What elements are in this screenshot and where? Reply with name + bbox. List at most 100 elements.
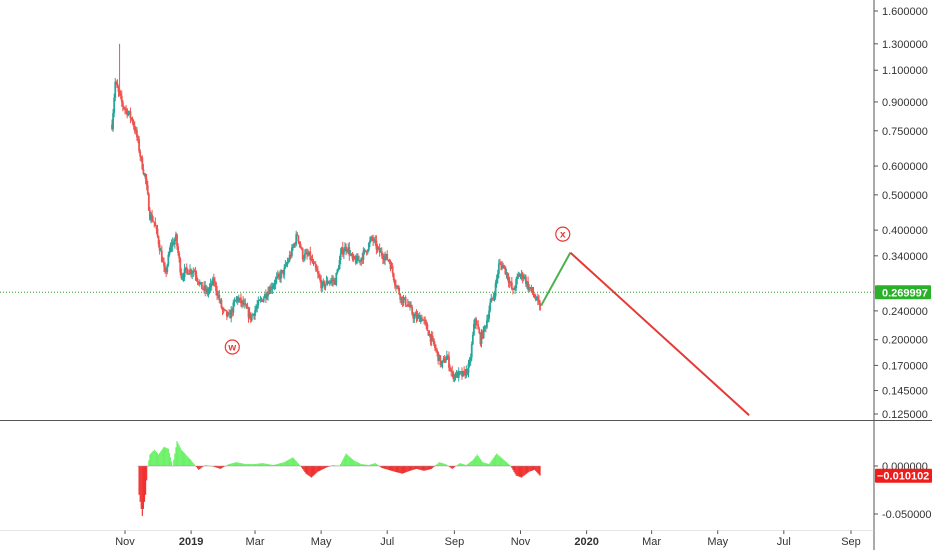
oscillator-bar [511,466,512,468]
x-tick-label: Jul [777,536,791,548]
oscillator-bar [480,459,481,466]
oscillator-bar [164,447,165,466]
oscillator-bar [276,464,277,466]
candle-body [335,273,337,285]
oscillator-bar [267,464,268,466]
oscillator-bar [474,457,475,466]
oscillator-bar [532,466,533,471]
oscillator-bar [182,451,183,466]
oscillator-bar [525,466,526,474]
oscillator-bar [531,466,532,471]
oscillator-bar [530,466,531,471]
oscillator-bar [155,451,156,466]
oscillator-bar [305,466,306,474]
wave-label-x: x [556,227,570,241]
wave-label-w: w [225,340,239,354]
oscillator-bar [157,453,158,466]
oscillator-bar [395,466,396,472]
oscillator-bar [459,463,460,466]
oscillator-bar [486,463,487,466]
oscillator-bar [355,461,356,466]
oscillator-bar [312,466,313,477]
candle-body [139,151,141,156]
oscillator-bar [516,466,517,476]
oscillator-bar [408,466,409,471]
oscillator-bar [345,454,346,466]
oscillator-bar [533,466,534,470]
x-tick-label: Nov [511,536,531,548]
oscillator-bar [163,447,164,466]
oscillator-bar [394,466,395,472]
oscillator-bar [521,466,522,478]
oscillator-bar [269,464,270,466]
oscillator-bar [357,462,358,466]
oscillator-bar [146,466,147,480]
oscillator-bar [371,464,372,466]
oscillator-bar [451,466,452,468]
candle-body [445,360,447,363]
oscillator-bar [158,454,159,466]
candle-body [498,264,500,274]
oscillator-bar [407,466,408,472]
oscillator-bar [374,463,375,466]
oscillator-bar [230,464,231,466]
candle-body [436,350,438,352]
x-tick-label: Sep [841,536,861,548]
oscillator-bar [360,464,361,466]
oscillator-bar [484,463,485,466]
oscillator-bar [220,466,221,469]
oscillator-bar [278,464,279,466]
oscillator-bar [498,455,499,466]
oscillator-bar [217,466,218,468]
candle-body [386,254,388,260]
oscillator-bar [285,462,286,466]
oscillator-bar [406,466,407,472]
price-y-tick-label: 0.750000 [882,126,928,138]
oscillator-bar [522,466,523,477]
oscillator-bar [236,462,237,466]
oscillator-bar [504,460,505,466]
oscillator-bar [432,466,433,468]
oscillator-bar [441,463,442,466]
oscillator-bar [351,458,352,466]
oscillator-bar [508,464,509,466]
oscillator-bar [310,466,311,477]
oscillator-bar [342,460,343,466]
oscillator-bar [231,464,232,466]
x-tick-label: 2019 [179,536,203,548]
oscillator-bar [430,466,431,469]
oscillator-bar [177,443,178,466]
oscillator-bar [288,460,289,466]
oscillator-bar [156,452,157,466]
oscillator-bar [175,447,176,466]
x-tick-label: May [311,536,332,548]
oscillator-bar [291,458,292,466]
oscillator-bar [171,462,172,466]
oscillator-bar [340,464,341,466]
oscillator-bar [319,466,320,471]
oscillator-bar [154,450,155,466]
oscillator-bar [140,466,141,502]
oscillator-bar [390,466,391,470]
oscillator-bar [347,454,348,466]
oscillator-bar [375,463,376,466]
x-tick-label: Mar [246,536,265,548]
oscillator-bar [507,463,508,466]
oscillator-bar [538,466,539,475]
oscillator-bar [403,466,404,473]
oscillator-bar [523,466,524,476]
oscillator-bar [232,463,233,466]
oscillator-bar [287,460,288,466]
oscillator-bar [354,461,355,466]
oscillator-bar [387,466,388,470]
oscillator-bar [514,466,515,474]
oscillator-bar [262,463,263,466]
oscillator-bar [238,463,239,466]
oscillator-bar [141,466,142,509]
oscillator-bar [527,466,528,473]
oscillator-bar [352,459,353,466]
price-y-tick-label: 0.200000 [882,335,928,347]
oscillator-bar [138,466,139,495]
oscillator-bar [494,457,495,466]
oscillator-bar [322,466,323,470]
